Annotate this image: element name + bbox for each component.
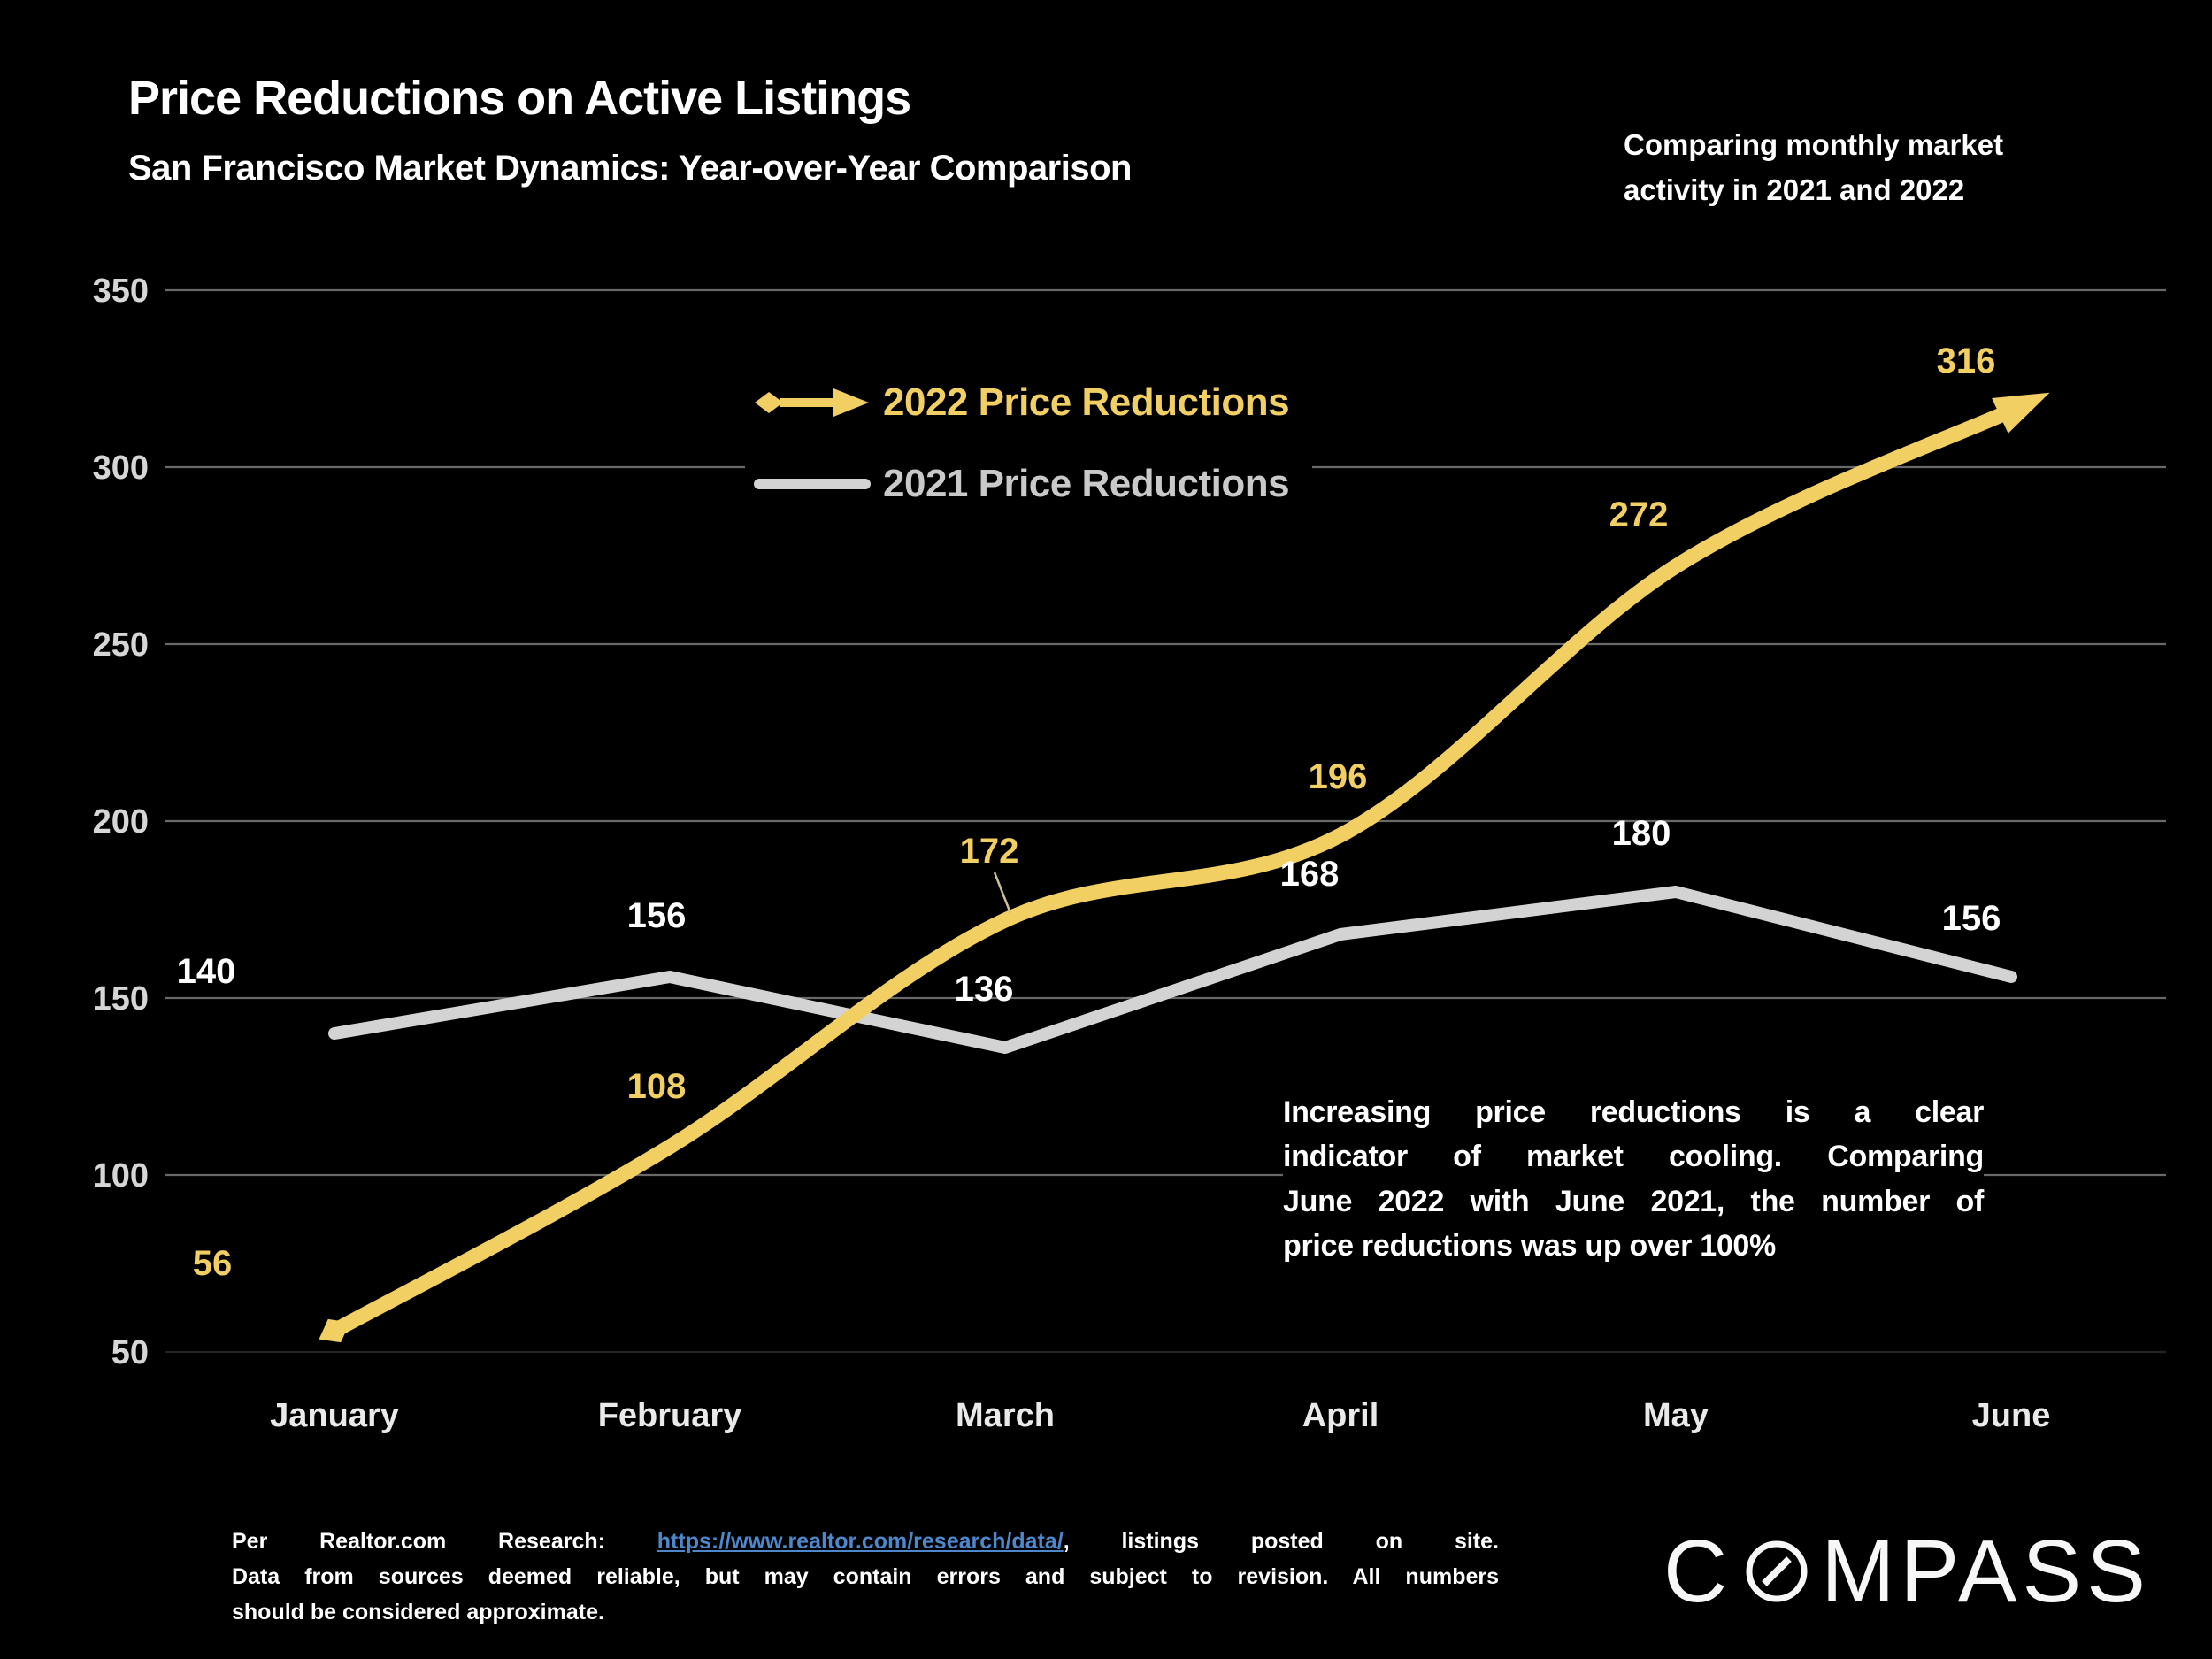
data-label-2021-june: 156	[1942, 899, 2001, 938]
page-title: Price Reductions on Active Listings	[128, 72, 911, 125]
data-label-2021-march: 136	[955, 970, 1014, 1009]
source-line-1-prefix: Per Realtor.com Research:	[232, 1529, 657, 1554]
legend-row-2022: 2022 Price Reductions	[754, 373, 1290, 432]
compass-logo: C MPASS	[1663, 1527, 2151, 1616]
annotation-line-3: June 2022 with June 2021, the number of	[1283, 1184, 1984, 1218]
x-axis-label-march: March	[956, 1397, 1055, 1434]
y-axis-label-250: 250	[93, 626, 149, 664]
y-axis-label-50: 50	[111, 1334, 149, 1371]
source-line-1: Per Realtor.com Research: https://www.re…	[232, 1524, 1499, 1559]
label-leader-line	[993, 872, 1012, 914]
annotation-line-4: price reductions was up over 100%	[1283, 1228, 1776, 1263]
chart-legend: 2022 Price Reductions 2021 Price Reducti…	[745, 361, 1313, 522]
header-note: Comparing monthly market activity in 202…	[1624, 122, 2084, 212]
data-label-2022-february: 108	[627, 1067, 687, 1106]
compass-o-icon	[1746, 1540, 1808, 1602]
diamond-start-marker	[319, 1318, 350, 1343]
header-note-line-2: activity in 2021 and 2022	[1624, 173, 1965, 207]
annotation-line-2: indicator of market cooling. Comparing	[1283, 1140, 1984, 1174]
data-label-2022-may: 272	[1609, 495, 1669, 534]
y-axis-label-100: 100	[93, 1157, 149, 1194]
x-axis-label-february: February	[598, 1397, 742, 1434]
x-axis-label-april: April	[1302, 1397, 1379, 1434]
source-line-3: should be considered approximate.	[232, 1600, 604, 1624]
data-label-2022-march: 172	[960, 832, 1019, 871]
data-label-2021-may: 180	[1612, 814, 1671, 853]
y-axis-label-300: 300	[93, 449, 149, 487]
legend-label-2021: 2021 Price Reductions	[883, 462, 1290, 505]
y-axis-label-200: 200	[93, 803, 149, 841]
annotation-box: Increasing price reductions is a clear i…	[1283, 1090, 1984, 1269]
data-label-2021-april: 168	[1280, 855, 1340, 894]
x-axis-label-june: June	[1972, 1397, 2051, 1434]
data-label-2021-january: 140	[177, 952, 236, 991]
gray-line-icon	[754, 479, 871, 489]
data-label-2021-february: 156	[627, 896, 687, 935]
annotation-line-1: Increasing price reductions is a clear	[1283, 1095, 1984, 1129]
realtor-research-link[interactable]: https://www.realtor.com/research/data/	[657, 1529, 1064, 1554]
source-line-2: Data from sources deemed reliable, but m…	[232, 1564, 1499, 1589]
source-note: Per Realtor.com Research: https://www.re…	[232, 1524, 1499, 1630]
header-note-line-1: Comparing monthly market	[1624, 128, 2004, 161]
legend-row-2021: 2021 Price Reductions	[754, 455, 1290, 513]
x-axis-label-may: May	[1643, 1397, 1709, 1434]
logo-letter-c: C	[1663, 1522, 1733, 1621]
diamond-arrow-line-icon	[755, 388, 869, 417]
y-axis-label-150: 150	[93, 980, 149, 1018]
page-subtitle: San Francisco Market Dynamics: Year-over…	[128, 149, 1132, 188]
data-label-2022-april: 196	[1309, 757, 1368, 796]
logo-letters-mpass: MPASS	[1821, 1522, 2151, 1621]
source-line-1-suffix: , listings posted on site.	[1063, 1529, 1499, 1554]
series-line-2022	[326, 392, 2050, 1339]
data-label-2022-january: 56	[193, 1244, 233, 1283]
series-line-2021	[328, 886, 2017, 1054]
legend-label-2022: 2022 Price Reductions	[883, 380, 1290, 424]
x-axis-label-january: January	[270, 1397, 399, 1434]
y-axis-label-350: 350	[93, 273, 149, 310]
data-label-2022-june: 316	[1937, 342, 1996, 380]
